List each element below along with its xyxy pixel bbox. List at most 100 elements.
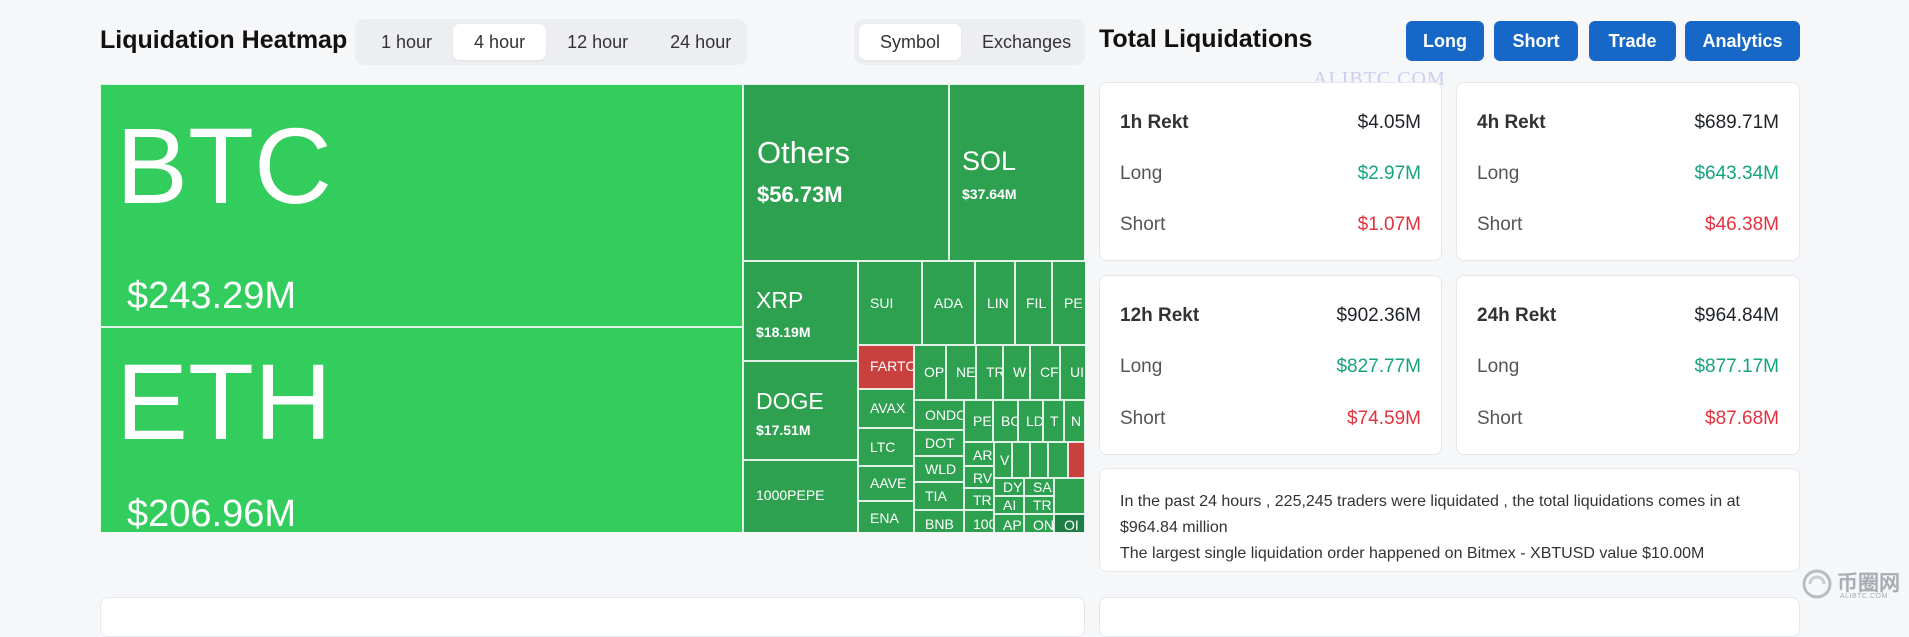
total-liquidations-title: Total Liquidations xyxy=(1099,25,1313,53)
tile-w-symbol: W xyxy=(1013,364,1027,380)
tile-doge-value: $17.51M xyxy=(756,422,811,438)
analytics-button[interactable]: Analytics xyxy=(1685,21,1800,61)
tile-ar[interactable]: AR xyxy=(964,442,994,466)
tile-sol-symbol: SOL xyxy=(962,146,1017,176)
tab-4-hour[interactable]: 4 hour xyxy=(453,24,547,60)
tile-ai-symbol: AI xyxy=(1003,497,1017,513)
tile-ada[interactable]: ADA xyxy=(922,261,975,345)
tile-others[interactable]: Others $56.73M xyxy=(743,84,949,261)
tile-tr-2[interactable]: TR xyxy=(964,488,994,510)
card-1h-long-value: $2.97M xyxy=(1357,163,1421,184)
tile-dot[interactable]: DOT xyxy=(914,430,964,456)
card-12h-long-value: $827.77M xyxy=(1336,356,1421,377)
logo-icon xyxy=(1802,569,1832,599)
tab-exchanges[interactable]: Exchanges xyxy=(982,31,1072,52)
tile-xrp[interactable]: XRP $18.19M xyxy=(743,261,858,361)
card-1h-total: $4.05M xyxy=(1357,112,1421,133)
card-24h-total: $964.84M xyxy=(1694,305,1779,326)
tile-bo[interactable]: BO xyxy=(993,400,1018,442)
tile-v[interactable]: V xyxy=(994,442,1012,478)
tile-tia[interactable]: TIA xyxy=(914,482,964,510)
tile-tr-1[interactable]: TR xyxy=(976,345,1003,400)
tile-t[interactable]: T xyxy=(1043,400,1064,442)
tile-w[interactable]: W xyxy=(1003,345,1030,400)
tile-aave[interactable]: AAVE xyxy=(858,466,914,501)
tab-1-hour[interactable]: 1 hour xyxy=(381,31,433,52)
tile-xrp-symbol: XRP xyxy=(756,287,804,313)
card-12h-short-label: Short xyxy=(1120,408,1166,429)
card-12h-total: $902.36M xyxy=(1336,305,1421,326)
tile-tr-3[interactable]: TR xyxy=(1024,496,1054,514)
tile-small-b[interactable] xyxy=(1030,442,1048,478)
card-4h-long-label: Long xyxy=(1477,163,1520,184)
card-1h-short-value: $1.07M xyxy=(1357,214,1421,235)
tab-24-hour[interactable]: 24 hour xyxy=(670,31,732,52)
tile-tr-1-symbol: TR xyxy=(986,364,1003,380)
tile-ai[interactable]: AI xyxy=(994,496,1024,514)
tile-pe-2[interactable]: PE xyxy=(964,400,993,442)
tile-op-symbol: OP xyxy=(924,364,945,380)
tile-rv[interactable]: RV xyxy=(964,466,994,488)
tile-link-symbol: LIN xyxy=(987,295,1009,311)
tile-oi[interactable]: OI xyxy=(1054,514,1085,532)
tile-fartcoin[interactable]: FARTC xyxy=(858,345,914,389)
tile-ondo[interactable]: ONDO xyxy=(914,400,964,430)
tile-small-a[interactable] xyxy=(1012,442,1030,478)
tile-dot-symbol: DOT xyxy=(925,435,955,451)
timeframe-selector: 1 hour 4 hour 12 hour 24 hour xyxy=(355,19,747,65)
tile-doge-symbol: DOGE xyxy=(756,388,824,414)
tab-12-hour[interactable]: 12 hour xyxy=(567,31,629,52)
card-4h-short-label: Short xyxy=(1477,214,1523,235)
card-12h-long-label: Long xyxy=(1120,356,1163,377)
tile-small-red[interactable] xyxy=(1068,442,1085,478)
tile-ne-symbol: NE xyxy=(956,364,976,380)
tile-ld[interactable]: LD xyxy=(1018,400,1043,442)
short-button[interactable]: Short xyxy=(1494,21,1578,61)
tile-op[interactable]: OP xyxy=(914,345,946,400)
tile-cf-symbol: CF xyxy=(1040,364,1059,380)
tile-ap[interactable]: AP xyxy=(994,514,1024,532)
card-4h-long-value: $643.34M xyxy=(1694,163,1779,184)
tile-t-symbol: T xyxy=(1050,413,1059,429)
tile-fil-symbol: FIL xyxy=(1026,295,1047,311)
tile-pe-symbol: PE xyxy=(1064,295,1083,311)
tile-sa[interactable]: SA xyxy=(1024,478,1054,496)
tile-n[interactable]: N xyxy=(1064,400,1085,442)
card-12h-rekt: 12h Rekt $902.36M Long $827.77M Short $74.5… xyxy=(1099,275,1442,455)
tile-ne[interactable]: NE xyxy=(946,345,976,400)
tile-ui[interactable]: UI xyxy=(1060,345,1085,400)
tile-small-c[interactable] xyxy=(1048,442,1068,478)
tile-wld[interactable]: WLD xyxy=(914,456,964,482)
tile-avax[interactable]: AVAX xyxy=(858,389,914,428)
tile-sol[interactable]: SOL $37.64M xyxy=(949,84,1085,261)
tab-symbol[interactable]: Symbol xyxy=(859,24,962,60)
tile-small-d[interactable] xyxy=(1054,478,1085,514)
tile-sui[interactable]: SUI xyxy=(858,261,922,345)
long-button[interactable]: Long xyxy=(1406,21,1484,61)
tile-fil[interactable]: FIL xyxy=(1015,261,1052,345)
tile-100[interactable]: 100 xyxy=(964,510,994,532)
tile-cf[interactable]: CF xyxy=(1030,345,1060,400)
tile-ena[interactable]: ENA xyxy=(858,501,914,532)
tile-tr-3-symbol: TR xyxy=(1033,497,1052,513)
tile-ltc[interactable]: LTC xyxy=(858,428,914,466)
tile-dy[interactable]: DY xyxy=(994,478,1024,496)
tile-1000pepe-symbol: 1000PEPE xyxy=(756,487,825,503)
tile-bnb[interactable]: BNB xyxy=(914,510,964,532)
tile-doge[interactable]: DOGE $17.51M xyxy=(743,361,858,460)
tile-eth[interactable]: ETH $206.96M xyxy=(100,327,743,532)
tile-pe[interactable]: PE xyxy=(1052,261,1085,345)
trade-button[interactable]: Trade xyxy=(1589,21,1676,61)
tile-others-value: $56.73M xyxy=(757,182,843,207)
tile-btc[interactable]: BTC $243.29M xyxy=(100,84,743,327)
card-4h-total: $689.71M xyxy=(1694,112,1779,133)
tile-link[interactable]: LIN xyxy=(975,261,1015,345)
tile-on[interactable]: ON xyxy=(1024,514,1054,532)
tile-1000pepe[interactable]: 1000PEPE xyxy=(743,460,858,532)
card-4h-short-value: $46.38M xyxy=(1705,214,1779,235)
tile-btc-symbol: BTC xyxy=(116,105,332,226)
tile-oi-symbol: OI xyxy=(1064,517,1079,532)
tile-tia-symbol: TIA xyxy=(925,488,947,504)
tile-bo-symbol: BO xyxy=(1001,413,1017,429)
logo-subtext: ALIBTC.COM xyxy=(1840,593,1888,600)
